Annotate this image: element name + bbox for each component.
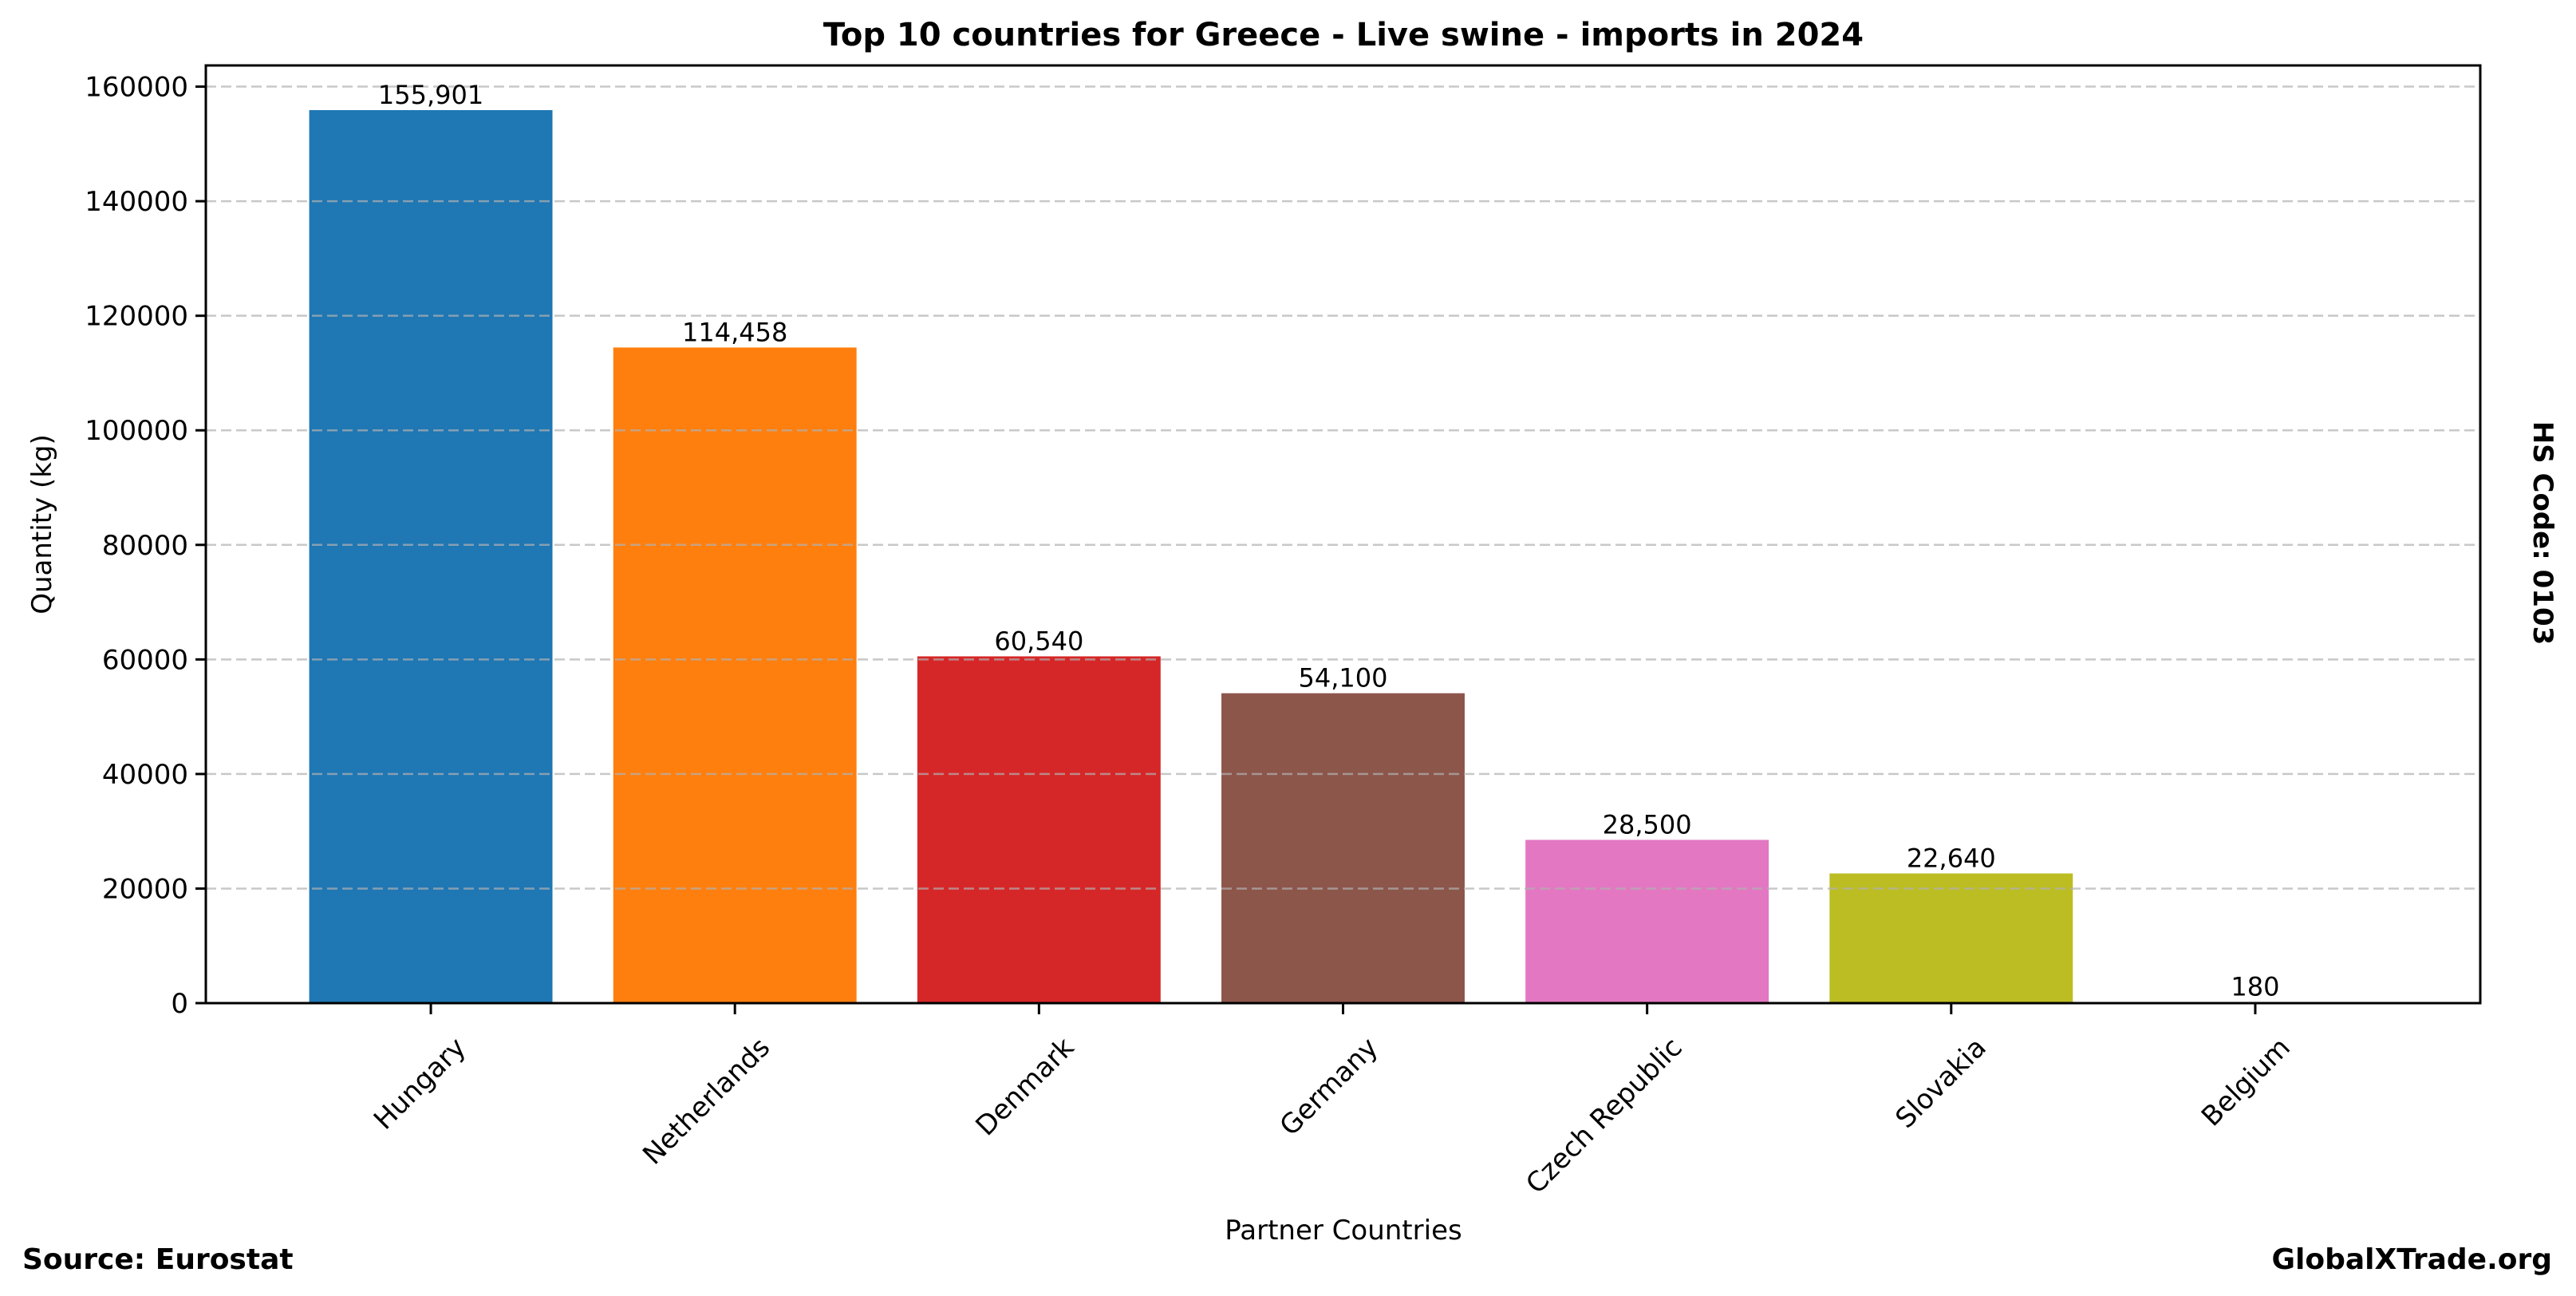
hs-code-label: HS Code: 0103	[2527, 421, 2558, 646]
y-tick-label: 40000	[102, 759, 188, 791]
bar-value-label: 54,100	[1299, 663, 1388, 693]
y-tick-label: 80000	[102, 530, 188, 562]
bar-netherlands	[613, 347, 857, 1003]
bar-czech-republic	[1525, 840, 1769, 1003]
chart-title: Top 10 countries for Greece - Live swine…	[823, 17, 1864, 53]
bar-value-label: 60,540	[994, 626, 1083, 656]
y-axis-label: Quantity (kg)	[26, 434, 58, 614]
bar-denmark	[917, 656, 1161, 1003]
y-tick-label: 100000	[85, 415, 188, 447]
source-label: Source: Eurostat	[22, 1243, 294, 1276]
bar-hungary	[309, 109, 553, 1004]
y-tick-label: 0	[171, 988, 188, 1020]
bar-labels-layer: 155,901 114,458 60,540 54,100 28,500 22,640 18…	[378, 80, 2280, 1002]
brand-label: GlobalXTrade.org	[2271, 1243, 2552, 1276]
bar-value-label: 114,458	[682, 317, 787, 347]
bar-value-label: 180	[2231, 972, 2279, 1002]
y-tick-label: 160000	[85, 72, 188, 104]
bars-layer	[309, 109, 2377, 1004]
grid-layer	[206, 85, 2480, 890]
bar-germany	[1221, 693, 1465, 1003]
y-tick-label: 20000	[102, 873, 188, 905]
bar-value-label: 22,640	[1907, 843, 1996, 873]
y-tick-label: 140000	[85, 186, 188, 218]
bar-value-label: 28,500	[1603, 809, 1692, 840]
bar-slovakia	[1829, 873, 2073, 1003]
y-axis: 0 20000 40000 60000 80000 100000 120000 140000 1…	[85, 72, 206, 1020]
bar-value-label: 155,901	[378, 80, 483, 110]
y-tick-label: 60000	[102, 644, 188, 676]
y-tick-label: 120000	[85, 301, 188, 333]
x-axis-label: Partner Countries	[1225, 1215, 1462, 1247]
